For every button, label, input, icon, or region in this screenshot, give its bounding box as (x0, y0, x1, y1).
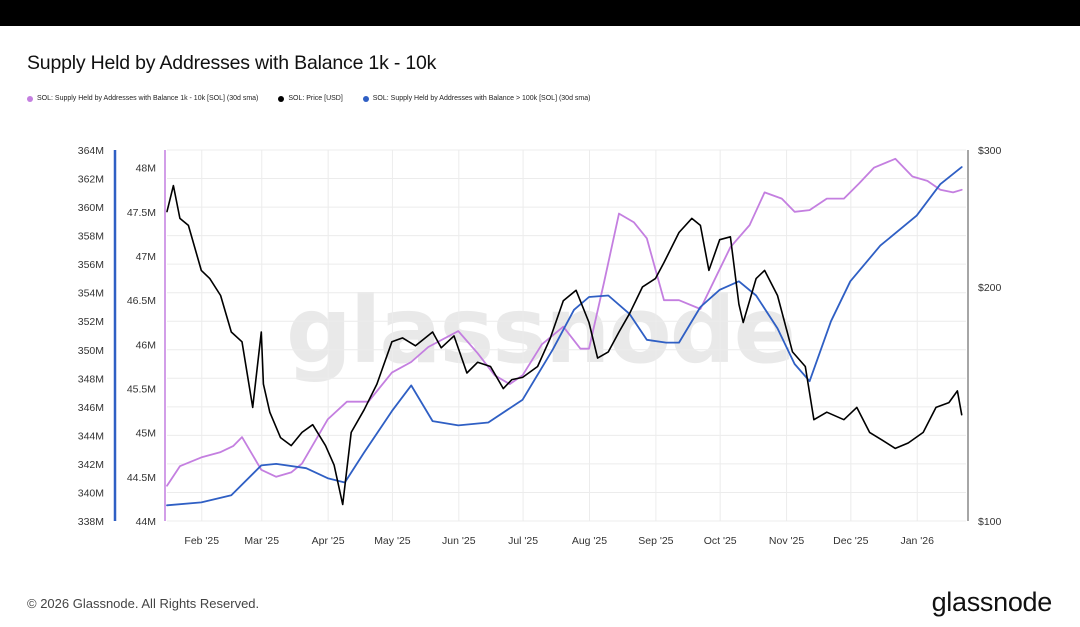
y-tick-label-right: $200 (978, 282, 1002, 294)
glassnode-logo[interactable]: glassnode (931, 587, 1053, 617)
x-tick-label: Sep '25 (638, 535, 673, 547)
y-tick-label-outer: 358M (78, 231, 104, 243)
y-tick-label-right: $100 (978, 516, 1002, 528)
x-tick-label: Mar '25 (244, 535, 279, 547)
series-1k-10k-line[interactable] (166, 157, 963, 487)
grid (167, 149, 966, 522)
y-tick-label-outer: 354M (78, 288, 104, 300)
y-tick-label-right: $300 (978, 145, 1002, 157)
y-tick-label-outer: 348M (78, 373, 104, 385)
y-tick-label-inner: 45.5M (127, 384, 156, 396)
x-tick-label: Feb '25 (184, 535, 219, 547)
y-tick-label-inner: 46.5M (127, 295, 156, 307)
x-tick-label: Nov '25 (769, 535, 804, 547)
y-tick-label-outer: 342M (78, 459, 104, 471)
x-tick-label: Jul '25 (508, 535, 538, 547)
y-tick-label-outer: 344M (78, 430, 104, 442)
y-tick-label-outer: 360M (78, 202, 104, 214)
x-tick-label: Oct '25 (704, 535, 737, 547)
x-tick-label: Aug '25 (572, 535, 607, 547)
y-tick-label-outer: 362M (78, 174, 104, 186)
series-group (166, 157, 963, 507)
legend-dot-1k-10k (27, 95, 33, 102)
y-tick-label-inner: 44M (136, 516, 156, 528)
watermark: glassnode (286, 277, 794, 384)
top-bar (0, 0, 1080, 26)
y-tick-label-inner: 46M (136, 339, 156, 351)
x-tick-label: Jun '25 (442, 535, 476, 547)
y-tick-label-inner: 48M (136, 163, 156, 175)
y-tick-label-inner: 45M (136, 428, 156, 440)
x-tick-label: Jan '26 (900, 535, 934, 547)
legend-item-price[interactable]: SOL: Price [USD] (278, 95, 343, 102)
y-tick-label-outer: 338M (78, 516, 104, 528)
x-tick-label: May '25 (374, 535, 411, 547)
legend-item-1k-10k[interactable]: SOL: Supply Held by Addresses with Balan… (27, 95, 258, 102)
x-tick-label: Dec '25 (833, 535, 868, 547)
chart-title: Supply Held by Addresses with Balance 1k… (27, 52, 437, 74)
legend-label-1k-10k: SOL: Supply Held by Addresses with Balan… (37, 95, 259, 102)
y-tick-label-outer: 340M (78, 487, 104, 499)
y-tick-label-outer: 350M (78, 345, 104, 357)
legend-dot-price (278, 95, 285, 102)
series-100k-line[interactable] (166, 166, 963, 507)
legend-item-100k[interactable]: SOL: Supply Held by Addresses with Balan… (362, 95, 591, 102)
series-price-line[interactable] (166, 184, 963, 506)
footer-copyright: © 2026 Glassnode. All Rights Reserved. (27, 596, 260, 611)
legend-label-100k: SOL: Supply Held by Addresses with Balan… (372, 95, 591, 102)
legend-label-price: SOL: Price [USD] (288, 95, 343, 102)
y-tick-label-outer: 364M (78, 145, 104, 157)
y-tick-label-outer: 356M (78, 259, 104, 271)
x-tick-label: Apr '25 (312, 535, 345, 547)
y-tick-label-inner: 47M (136, 251, 156, 263)
y-tick-label-outer: 352M (78, 316, 104, 328)
axes: Feb '25 Mar '25 Apr '25 May '25 Jun '25 Jul '… (78, 145, 1002, 547)
y-tick-label-inner: 44.5M (127, 472, 156, 484)
y-tick-label-outer: 346M (78, 402, 104, 414)
y-tick-label-inner: 47.5M (127, 207, 156, 219)
legend-dot-100k (362, 95, 369, 102)
legend: SOL: Supply Held by Addresses with Balan… (27, 95, 608, 104)
